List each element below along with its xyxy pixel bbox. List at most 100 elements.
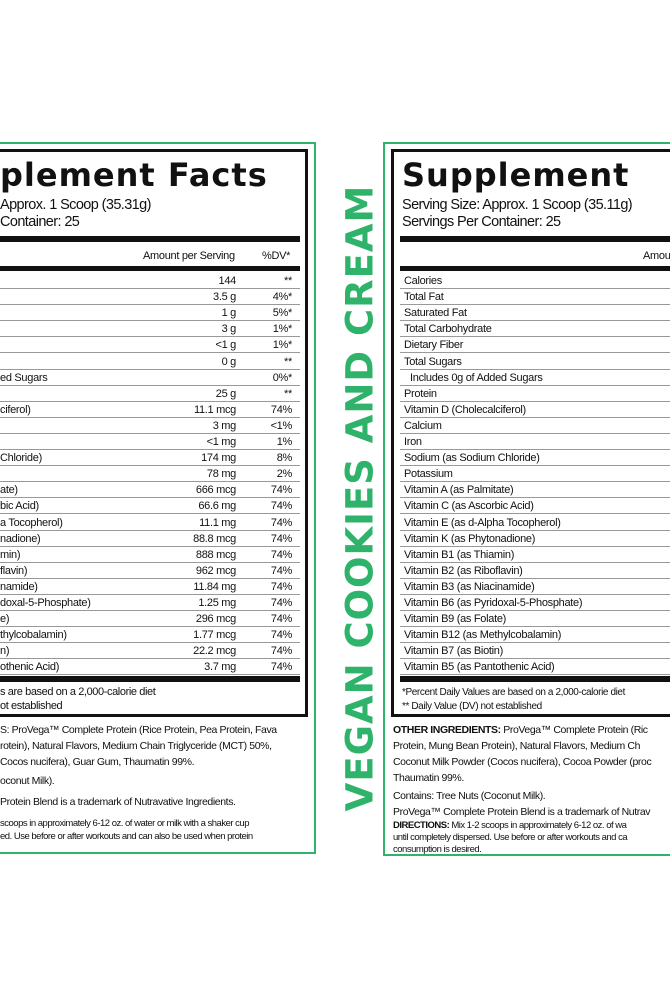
left-thick-divider <box>0 266 300 271</box>
nutrient-label: a Tocopherol) <box>0 516 63 529</box>
nutrient-amount: 666 mcg <box>195 484 236 497</box>
nutrient-label: Vitamin D (Cholecalciferol) <box>404 403 526 416</box>
nutrient-amount: 1 g <box>221 307 237 320</box>
right-ingredients-line: Protein, Mung Bean Protein), Natural Fla… <box>393 740 641 752</box>
table-row: min) 888 mcg 74% <box>0 547 300 563</box>
nutrient-label: Includes 0g of Added Sugars <box>410 371 543 384</box>
nutrient-dv: 74% <box>270 548 292 561</box>
table-row: flavin) 962 mcg 74% <box>0 563 300 579</box>
table-row: ed Sugars 0%* <box>0 370 300 386</box>
nutrient-dv: 0%* <box>272 371 293 384</box>
nutrient-label: n) <box>0 645 10 658</box>
nutrient-dv: 74% <box>270 500 292 513</box>
right-directions-label: DIRECTIONS: <box>393 820 450 831</box>
right-facts-title: Supplement <box>402 156 630 194</box>
nutrient-amount: 88.8 mcg <box>193 532 236 545</box>
left-directions-line: scoops in approximately 6-12 oz. of wate… <box>0 818 250 829</box>
right-thick-divider <box>400 266 670 271</box>
nutrient-label: Calcium <box>404 419 442 432</box>
table-row: namide) 11.84 mg 74% <box>0 579 300 595</box>
nutrient-amount: 78 mg <box>206 468 236 481</box>
table-row: Vitamin B6 (as Pyridoxal-5-Phosphate) <box>400 595 670 611</box>
right-supplement-facts-box <box>391 149 670 717</box>
table-row: <1 mg 1% <box>0 434 300 450</box>
right-footnote-not-established: ** Daily Value (DV) not established <box>402 701 542 712</box>
nutrient-amount: <1 mg <box>206 436 237 448</box>
nutrient-dv: 8% <box>276 452 293 465</box>
nutrient-label: ciferol) <box>0 403 31 416</box>
nutrient-label: othenic Acid) <box>0 661 60 674</box>
table-row: Vitamin B5 (as Pantothenic Acid) <box>400 659 670 676</box>
table-row: Protein <box>400 386 670 402</box>
nutrient-label: Saturated Fat <box>404 307 467 320</box>
right-ingredients-text: ProVega™ Complete Protein (Ric <box>500 724 648 736</box>
table-row: Vitamin B12 (as Methylcobalamin) <box>400 627 670 644</box>
table-row: n) 22.2 mcg 74% <box>0 643 300 660</box>
table-row: 3.5 g 4%* <box>0 289 300 306</box>
left-ingredients-line: Cocos nucifera), Guar Gum, Thaumatin 99%… <box>0 756 195 768</box>
nutrient-label: ate) <box>0 484 18 497</box>
nutrient-label: Total Fat <box>404 291 444 304</box>
flavor-label: VEGAN COOKIES AND CREAM <box>338 184 382 812</box>
nutrient-label: Dietary Fiber <box>404 339 464 352</box>
table-row: Vitamin E (as d-Alpha Tocopherol) <box>400 515 670 531</box>
nutrient-amount: 11.84 mg <box>193 580 236 593</box>
nutrient-dv: 5%* <box>272 307 293 320</box>
nutrient-dv: ** <box>284 387 292 400</box>
nutrient-label: Vitamin B12 (as Methylcobalamin) <box>404 629 562 642</box>
right-directions-text: Mix 1-2 scoops in approximately 6-12 oz.… <box>449 820 627 831</box>
left-footnote-not-established: ot established <box>0 700 63 712</box>
table-row: Chloride) 174 mg 8% <box>0 450 300 467</box>
left-directions-line: ed. Use before or after workouts and can… <box>0 831 253 842</box>
table-row: Vitamin C (as Ascorbic Acid) <box>400 498 670 515</box>
left-contains: oconut Milk). <box>0 775 55 787</box>
left-serving-size: Approx. 1 Scoop (35.31g) <box>0 197 151 213</box>
nutrient-amount: 174 mg <box>201 452 236 465</box>
nutrient-label: Total Sugars <box>404 355 462 368</box>
nutrient-amount: 3 mg <box>212 419 237 432</box>
nutrient-label: Potassium <box>404 468 453 481</box>
right-ingredients-line: Coconut Milk Powder (Cocos nucifera), Co… <box>393 756 652 768</box>
right-ingredients-line: OTHER INGREDIENTS: ProVega™ Complete Pro… <box>393 722 648 738</box>
nutrient-label: bic Acid) <box>0 500 39 513</box>
nutrient-amount: 888 mcg <box>195 548 236 561</box>
nutrient-label: flavin) <box>0 564 28 577</box>
nutrient-label: thylcobalamin) <box>0 629 67 642</box>
nutrient-amount: <1 g <box>215 339 236 352</box>
nutrient-label: Vitamin B6 (as Pyridoxal-5-Phosphate) <box>404 597 583 609</box>
right-thick-divider <box>400 676 670 682</box>
table-row: Vitamin A (as Palmitate) <box>400 482 670 499</box>
nutrient-dv: 74% <box>270 613 292 626</box>
table-row: Vitamin B3 (as Niacinamide) <box>400 579 670 595</box>
nutrient-dv: 1%* <box>272 339 293 352</box>
right-trademark: ProVega™ Complete Protein Blend is a tra… <box>393 806 651 818</box>
right-contains: Contains: Tree Nuts (Coconut Milk). <box>393 790 546 802</box>
table-row: Vitamin B9 (as Folate) <box>400 611 670 628</box>
table-row: Vitamin B1 (as Thiamin) <box>400 547 670 563</box>
table-row: 3 mg <1% <box>0 418 300 434</box>
nutrient-label: nadione) <box>0 532 41 545</box>
left-label-border <box>0 142 316 854</box>
table-row: Total Fat <box>400 289 670 306</box>
table-row: Iron <box>400 434 670 450</box>
left-supplement-facts-box <box>0 149 308 717</box>
table-row: 3 g 1%* <box>0 321 300 338</box>
table-row: <1 g 1%* <box>0 337 300 354</box>
nutrient-dv: 1%* <box>272 323 293 336</box>
nutrient-label: Vitamin B7 (as Biotin) <box>404 645 503 658</box>
right-footnote-dv: *Percent Daily Values are based on a 2,0… <box>402 687 625 698</box>
left-trademark: Protein Blend is a trademark of Nutravat… <box>0 796 236 808</box>
right-ingredients-label: OTHER INGREDIENTS: <box>393 724 501 736</box>
right-header-amount: Amou <box>643 250 670 262</box>
left-servings-per-container: Container: 25 <box>0 214 80 230</box>
table-row: Vitamin B7 (as Biotin) <box>400 643 670 660</box>
table-row: bic Acid) 66.6 mg 74% <box>0 498 300 515</box>
left-thick-divider <box>0 676 300 682</box>
nutrient-amount: 11.1 mcg <box>193 403 236 416</box>
nutrient-label: Vitamin C (as Ascorbic Acid) <box>404 500 534 513</box>
nutrient-dv: 74% <box>270 564 292 577</box>
nutrient-dv: <1% <box>270 419 293 432</box>
table-row: Vitamin K (as Phytonadione) <box>400 531 670 547</box>
nutrient-amount: 296 mcg <box>195 613 236 626</box>
nutrient-dv: 74% <box>270 516 292 529</box>
